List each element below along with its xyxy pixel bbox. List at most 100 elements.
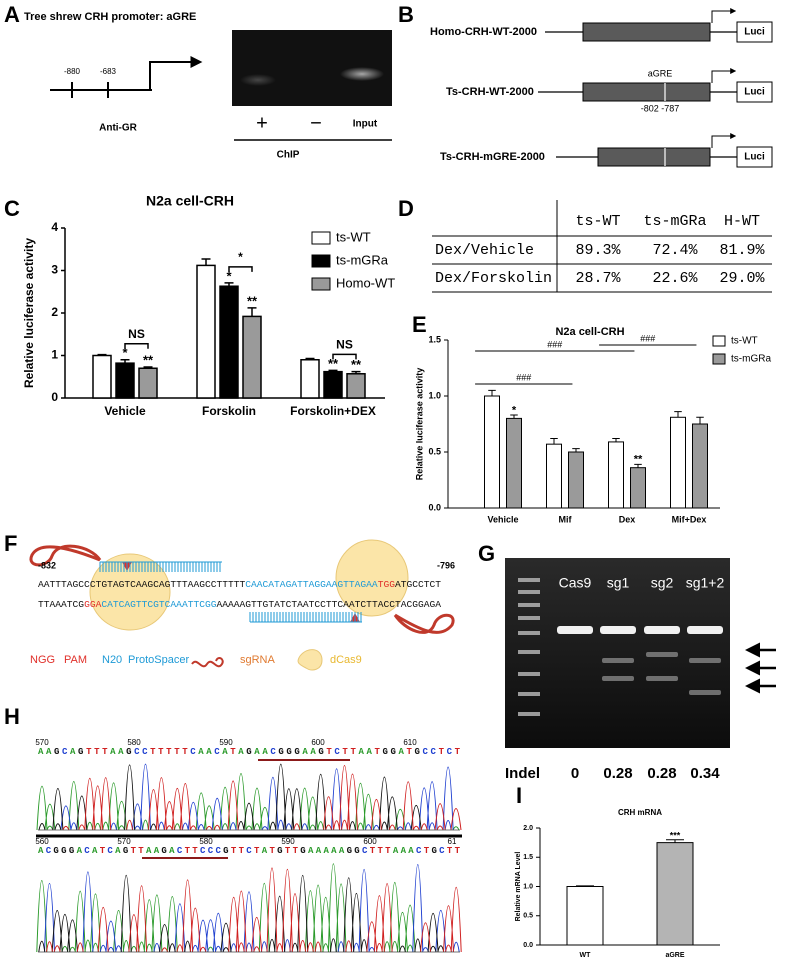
x-tick-label: aGRE	[665, 952, 684, 959]
bar	[300, 359, 320, 399]
x-tick-label: Vehicle	[487, 514, 518, 524]
indel-value: 0	[571, 765, 579, 782]
x-tick-label: WT	[580, 952, 592, 959]
base-position: 560	[35, 837, 49, 846]
panel-label: E	[412, 312, 427, 337]
protospacer-pairing	[99, 561, 362, 623]
lane-label: sg1+2	[686, 575, 725, 591]
y-tick-label: 2	[51, 305, 58, 319]
base-position: 600	[363, 837, 377, 846]
error-bar	[305, 357, 315, 360]
ladder-band	[518, 692, 540, 696]
x-tick-label: Dex	[619, 514, 636, 524]
legend-label: dCas9	[330, 654, 362, 666]
position-label: -880	[64, 67, 81, 76]
gel-band	[602, 658, 634, 663]
panel-h: H	[4, 704, 462, 859]
chart-title: N2a cell-CRH	[146, 193, 234, 209]
trace-peaks	[38, 875, 445, 953]
table-cell: 28.7%	[575, 270, 621, 287]
legend-label: N20	[102, 654, 122, 666]
table-header: H-WT	[724, 213, 760, 230]
y-tick-label: 4	[51, 220, 58, 234]
site-positions: -802 -787	[641, 103, 680, 113]
legend-label: ts-WT	[731, 336, 758, 347]
lane-label: sg1	[607, 575, 630, 591]
group-label: ChIP	[277, 150, 300, 161]
gel-band	[602, 676, 634, 681]
y-tick-label: 2.0	[523, 825, 533, 832]
panel-g: G Indel	[478, 541, 730, 782]
y-tick-label: 1	[51, 348, 58, 362]
panel-d: D ts-WT ts-mGRa H-WT Dex/Vehicle 89.3% 7…	[398, 196, 772, 293]
gel-band	[240, 74, 276, 86]
bar	[346, 373, 366, 399]
bar	[656, 842, 694, 946]
lane-label: sg2	[651, 575, 674, 591]
panel-label: D	[398, 196, 414, 221]
dna-strand: TTAAATCGGGACATCAGTTCGTCAAATTCGGAAAAAGTTG…	[38, 599, 441, 610]
x-tick-label: Forskolin	[202, 404, 256, 418]
legend-swatch	[311, 254, 331, 268]
gel-bands	[518, 578, 723, 716]
base-position: 61	[448, 837, 457, 846]
error-bar	[510, 414, 518, 419]
panel-label: H	[4, 704, 20, 729]
ladder-band	[518, 672, 540, 676]
significance-label: **	[634, 454, 643, 466]
lane-label: −	[310, 112, 322, 134]
y-axis-label: Relative luciferase activity	[22, 238, 36, 388]
indel-value: 0.28	[603, 765, 632, 782]
sequence-segment: CAACATAGATTAGGAAGTTAGAA	[245, 579, 378, 590]
error-bar	[634, 463, 642, 468]
significance-label: **	[247, 293, 258, 308]
error-bar	[97, 353, 107, 356]
chart-title: CRH mRNA	[618, 808, 662, 817]
x-tick-label: Mif+Dex	[672, 514, 707, 524]
error-bar	[328, 369, 338, 372]
sequence-segment: GGA	[84, 599, 102, 610]
sequence-segment: AATTTAGCCCTGTAGTCAAGCAGTTTAAGCCTTTTT	[38, 579, 246, 590]
error-bar	[550, 438, 558, 445]
panel-label: B	[398, 2, 414, 27]
table-header: ts-mGRa	[643, 213, 706, 230]
legend-label: ts-mGRa	[336, 252, 389, 267]
y-tick-label: 1.0	[428, 390, 441, 400]
significance-label: *	[512, 404, 517, 416]
promoter-box	[582, 22, 711, 42]
sequence-position: -796	[437, 560, 455, 570]
chart-title: N2a cell-CRH	[555, 326, 624, 338]
table-cell: 22.6%	[652, 270, 698, 287]
trace-peaks	[60, 763, 454, 831]
legend-swatch	[712, 353, 726, 365]
bar	[546, 443, 562, 509]
lane-label: Cas9	[559, 575, 592, 591]
error-bar	[488, 389, 496, 396]
base-position: 580	[199, 837, 213, 846]
y-tick-label: 1.5	[523, 854, 533, 861]
comparison-bracket	[332, 353, 357, 360]
sequence-segment: AAAAAGTTGTATCTAATCCTTCAATCTTACCTACGGAGA	[217, 599, 442, 610]
trace-peaks	[38, 763, 422, 831]
construct-name: Ts-CRH-WT-2000	[446, 86, 534, 98]
panel-label: I	[516, 783, 522, 808]
error-bar	[572, 448, 580, 452]
y-tick-label: 1.0	[523, 883, 533, 890]
significance-label: **	[351, 357, 362, 372]
comparison-bracket	[228, 266, 253, 272]
panel-title: Tree shrew CRH promoter: aGRE	[24, 11, 196, 23]
tss-arrow	[711, 68, 737, 83]
dcas9-icon	[297, 649, 323, 671]
legend-label: ts-mGRa	[731, 354, 771, 365]
error-bar	[351, 370, 361, 374]
panel-f: F	[4, 531, 455, 671]
gel-band	[646, 652, 678, 657]
indel-label: Indel	[505, 765, 540, 782]
legend-label: ProtoSpacer	[128, 654, 189, 666]
lane-label: +	[256, 112, 268, 134]
legend-label: sgRNA	[240, 654, 276, 666]
legend-swatch	[712, 335, 726, 347]
significance-label: *	[122, 345, 128, 360]
antibody-label: Anti-GR	[99, 123, 138, 134]
